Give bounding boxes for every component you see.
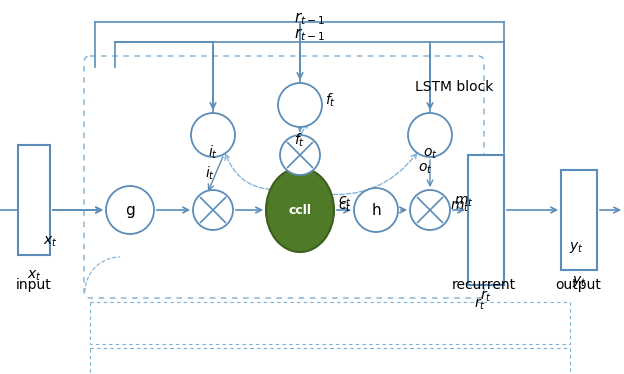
Text: $x_t$: $x_t$ [42,235,57,249]
Circle shape [354,188,398,232]
Text: $f_t$: $f_t$ [295,132,306,149]
Bar [561,170,597,270]
Text: $m_t$: $m_t$ [454,195,474,209]
Circle shape [280,135,320,175]
Circle shape [410,190,450,230]
Text: $y_t$: $y_t$ [572,274,587,289]
Text: $r_t$: $r_t$ [474,297,486,312]
Ellipse shape [266,168,334,252]
Circle shape [408,113,452,157]
Circle shape [191,113,235,157]
Text: $i_t$: $i_t$ [205,165,215,183]
Text: $o_t$: $o_t$ [422,147,437,161]
Text: $f_t$: $f_t$ [325,91,336,109]
Text: input: input [16,278,52,292]
Text: $r_{t-1}$: $r_{t-1}$ [295,26,326,43]
Circle shape [193,190,233,230]
Text: output: output [555,278,601,292]
Text: h: h [371,202,381,218]
Text: recurrent: recurrent [452,278,516,292]
Text: g: g [125,202,135,218]
Text: $r_t$: $r_t$ [480,289,492,304]
Text: $i_t$: $i_t$ [208,144,218,161]
Text: $c_t$: $c_t$ [338,200,352,214]
Text: $c_t$: $c_t$ [338,195,352,209]
Bar [18,145,50,255]
Circle shape [278,83,322,127]
Bar [90,348,570,374]
Text: LSTM block: LSTM block [415,80,494,94]
Text: $y_t$: $y_t$ [568,240,583,255]
Text: $x_t$: $x_t$ [27,269,41,283]
Text: ccll: ccll [288,203,311,217]
Text: $o_t$: $o_t$ [417,162,432,177]
Text: $r_{t-1}$: $r_{t-1}$ [295,10,326,27]
Circle shape [106,186,154,234]
Bar [468,155,504,285]
Text: $m_t$: $m_t$ [450,200,470,214]
Bar [90,302,570,344]
